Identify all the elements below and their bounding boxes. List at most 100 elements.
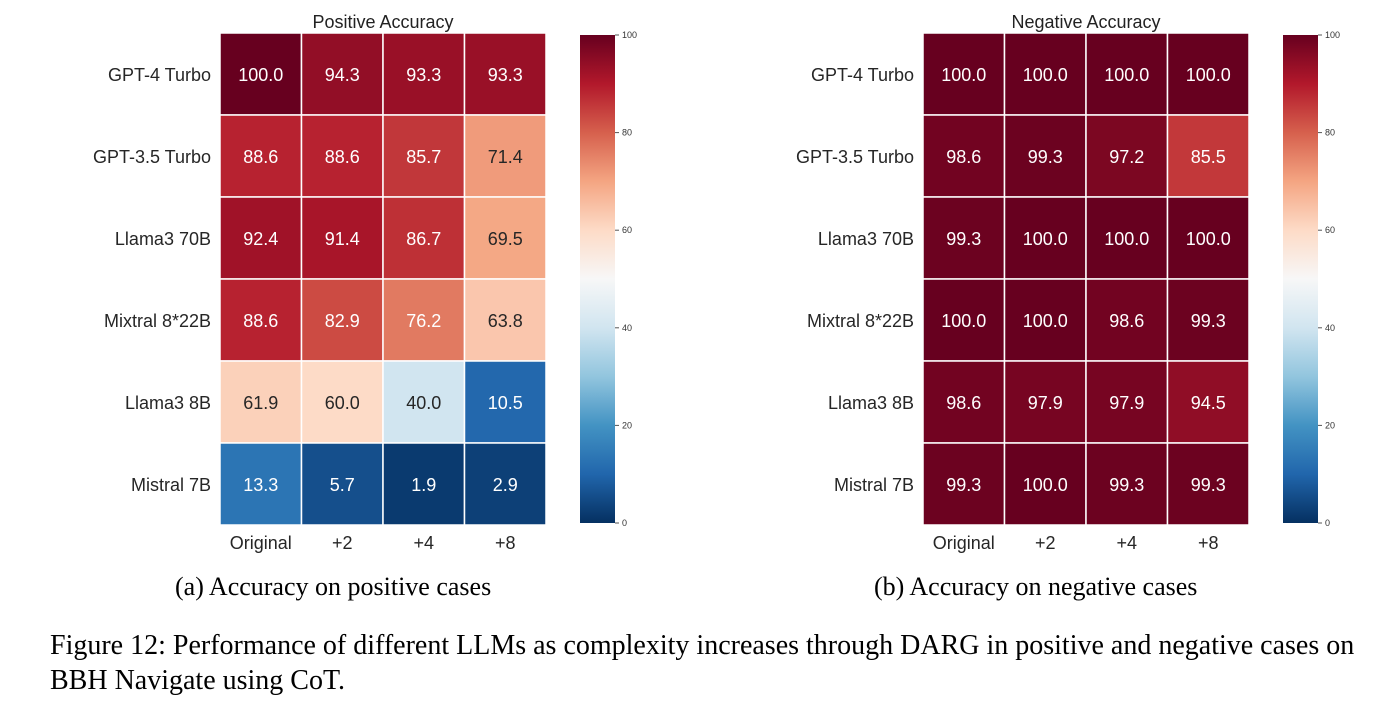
heatmap-cell bbox=[463, 32, 547, 116]
cell-value-label: 97.9 bbox=[1109, 393, 1144, 413]
cell-value-label: 99.3 bbox=[946, 475, 981, 495]
cell-value-label: 100.0 bbox=[1186, 65, 1231, 85]
cell-value-label: 69.5 bbox=[488, 229, 523, 249]
cell-value-label: 82.9 bbox=[325, 311, 360, 331]
heatmap-cell bbox=[1003, 278, 1087, 362]
cell-value-label: 40.0 bbox=[406, 393, 441, 413]
colorbar-tick-label: 60 bbox=[1325, 225, 1335, 235]
heatmap-cell bbox=[1085, 32, 1169, 116]
row-label-gpt-3-5-turbo: GPT-3.5 Turbo bbox=[796, 147, 914, 167]
cell-value-label: 60.0 bbox=[325, 393, 360, 413]
heatmap-cell bbox=[922, 360, 1006, 444]
heatmap-cell bbox=[922, 278, 1006, 362]
colorbar-tick-label: 20 bbox=[622, 420, 632, 430]
cell-value-label: 100.0 bbox=[941, 311, 986, 331]
cell-value-label: 100.0 bbox=[1023, 475, 1068, 495]
cell-value-label: 10.5 bbox=[488, 393, 523, 413]
heatmap-cell bbox=[1085, 360, 1169, 444]
cell-value-label: 93.3 bbox=[488, 65, 523, 85]
cell-value-label: 71.4 bbox=[488, 147, 523, 167]
row-label-llama3-70b: Llama3 70B bbox=[818, 229, 914, 249]
cell-value-label: 85.7 bbox=[406, 147, 441, 167]
cell-value-label: 100.0 bbox=[1104, 229, 1149, 249]
row-label-gpt-3-5-turbo: GPT-3.5 Turbo bbox=[93, 147, 211, 167]
heatmap-cell bbox=[300, 114, 384, 198]
heatmap-cell bbox=[1166, 32, 1250, 116]
column-label-8: +8 bbox=[495, 533, 516, 553]
cell-value-label: 2.9 bbox=[493, 475, 518, 495]
cell-value-label: 94.5 bbox=[1191, 393, 1226, 413]
cell-value-label: 99.3 bbox=[1191, 475, 1226, 495]
heatmap-cell bbox=[300, 442, 384, 526]
column-label-4: +4 bbox=[1116, 533, 1137, 553]
colorbar-tick-label: 100 bbox=[1325, 30, 1340, 40]
cell-value-label: 100.0 bbox=[1023, 229, 1068, 249]
colorbar-tick-label: 20 bbox=[1325, 420, 1335, 430]
cell-value-label: 91.4 bbox=[325, 229, 360, 249]
heatmap-cell bbox=[1166, 114, 1250, 198]
row-label-llama3-70b: Llama3 70B bbox=[115, 229, 211, 249]
cell-value-label: 88.6 bbox=[243, 311, 278, 331]
heatmap-cell bbox=[922, 196, 1006, 280]
colorbar-tick-label: 0 bbox=[622, 518, 627, 528]
cell-value-label: 5.7 bbox=[330, 475, 355, 495]
cell-value-label: 98.6 bbox=[946, 147, 981, 167]
heatmap-cell bbox=[1166, 196, 1250, 280]
row-label-mixtral-8-22b: Mixtral 8*22B bbox=[104, 311, 211, 331]
positive-accuracy-heatmap: Positive Accuracy 100.0 94.3 93.3 93.3 88.6 88… bbox=[93, 12, 637, 553]
row-label-gpt-4-turbo: GPT-4 Turbo bbox=[108, 65, 211, 85]
heatmap-cell bbox=[1085, 196, 1169, 280]
cell-value-label: 92.4 bbox=[243, 229, 278, 249]
colorbar-tick-label: 40 bbox=[622, 323, 632, 333]
heatmap-cell bbox=[219, 360, 303, 444]
colorbar-tick-label: 100 bbox=[622, 30, 637, 40]
cell-value-label: 93.3 bbox=[406, 65, 441, 85]
heatmap-cell bbox=[1003, 114, 1087, 198]
cell-value-label: 99.3 bbox=[1028, 147, 1063, 167]
colorbar-tick-label: 0 bbox=[1325, 518, 1330, 528]
heatmap-cell bbox=[300, 32, 384, 116]
cell-value-label: 97.2 bbox=[1109, 147, 1144, 167]
negative-accuracy-heatmap: Negative Accuracy 100.0 100.0 100.0 100.0 98.… bbox=[796, 12, 1340, 553]
heatmap-cell bbox=[300, 360, 384, 444]
cell-value-label: 88.6 bbox=[243, 147, 278, 167]
cell-value-label: 85.5 bbox=[1191, 147, 1226, 167]
row-label-llama3-8b: Llama3 8B bbox=[125, 393, 211, 413]
colorbar-tick-label: 80 bbox=[1325, 128, 1335, 138]
cell-value-label: 99.3 bbox=[1109, 475, 1144, 495]
heatmap-cell bbox=[1003, 442, 1087, 526]
cell-value-label: 100.0 bbox=[1186, 229, 1231, 249]
column-label-original: Original bbox=[933, 533, 995, 553]
cell-value-label: 100.0 bbox=[1023, 311, 1068, 331]
cell-value-label: 94.3 bbox=[325, 65, 360, 85]
heatmap-cell bbox=[463, 442, 547, 526]
subcaption-a: (a) Accuracy on positive cases bbox=[175, 572, 492, 601]
heatmap-cell bbox=[463, 360, 547, 444]
heatmap-cell bbox=[300, 278, 384, 362]
heatmap-title: Negative Accuracy bbox=[1011, 12, 1160, 32]
heatmap-cell bbox=[922, 442, 1006, 526]
heatmap-title: Positive Accuracy bbox=[312, 12, 453, 32]
heatmap-cell bbox=[463, 114, 547, 198]
cell-value-label: 61.9 bbox=[243, 393, 278, 413]
cell-value-label: 98.6 bbox=[1109, 311, 1144, 331]
row-label-gpt-4-turbo: GPT-4 Turbo bbox=[811, 65, 914, 85]
colorbar bbox=[580, 35, 615, 523]
colorbar-tick-label: 80 bbox=[622, 128, 632, 138]
figure-caption: Figure 12: Performance of different LLMs… bbox=[50, 630, 1355, 696]
cell-value-label: 1.9 bbox=[411, 475, 436, 495]
column-label-2: +2 bbox=[332, 533, 353, 553]
colorbar-tick-label: 40 bbox=[1325, 323, 1335, 333]
cell-value-label: 88.6 bbox=[325, 147, 360, 167]
heatmap-cell bbox=[382, 442, 466, 526]
row-label-llama3-8b: Llama3 8B bbox=[828, 393, 914, 413]
colorbar-tick-label: 60 bbox=[622, 225, 632, 235]
column-label-2: +2 bbox=[1035, 533, 1056, 553]
row-label-mixtral-8-22b: Mixtral 8*22B bbox=[807, 311, 914, 331]
cell-value-label: 86.7 bbox=[406, 229, 441, 249]
row-label-mistral-7b: Mistral 7B bbox=[834, 475, 914, 495]
cell-value-label: 100.0 bbox=[238, 65, 283, 85]
heatmap-cell bbox=[382, 360, 466, 444]
colorbar bbox=[1283, 35, 1318, 523]
